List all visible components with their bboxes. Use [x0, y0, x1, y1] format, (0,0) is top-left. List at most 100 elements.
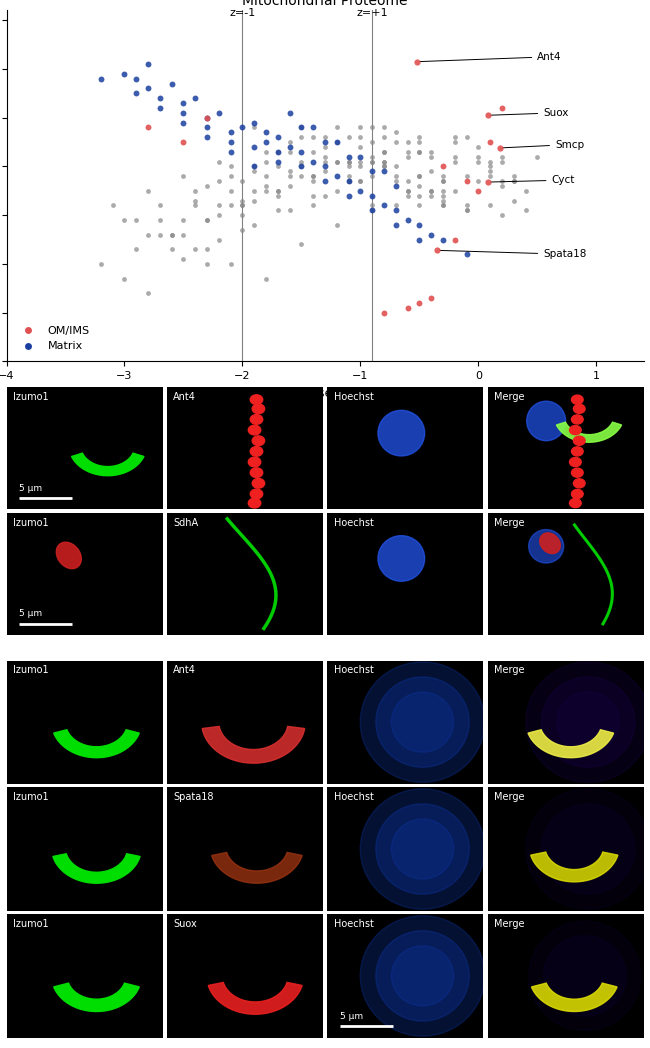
Point	[261, 182, 271, 199]
Point	[485, 168, 495, 184]
Point	[202, 129, 213, 146]
Circle shape	[571, 446, 583, 456]
Ellipse shape	[391, 818, 454, 879]
Text: Spata18: Spata18	[173, 792, 214, 803]
Point	[226, 124, 236, 140]
Polygon shape	[530, 852, 618, 881]
Ellipse shape	[378, 411, 424, 456]
Point	[202, 119, 213, 136]
Point	[96, 256, 106, 272]
Point	[391, 217, 401, 234]
Point	[391, 202, 401, 219]
Point	[131, 212, 142, 228]
Point	[237, 173, 248, 190]
Point	[226, 134, 236, 151]
Point	[497, 153, 507, 170]
Point	[426, 163, 436, 180]
Point	[379, 163, 389, 180]
Circle shape	[569, 499, 581, 507]
Point	[482, 107, 493, 124]
Point	[414, 168, 424, 184]
Point	[391, 173, 401, 190]
Point	[155, 226, 165, 243]
Point	[367, 119, 378, 136]
Point	[131, 70, 142, 87]
Point	[332, 168, 342, 184]
Point	[367, 197, 378, 214]
Point	[308, 173, 318, 190]
Point	[320, 188, 330, 204]
Polygon shape	[72, 453, 144, 476]
Polygon shape	[53, 854, 140, 883]
Point	[178, 168, 188, 184]
Text: Ant4: Ant4	[420, 51, 562, 62]
Point	[249, 163, 259, 180]
Text: Suox: Suox	[491, 108, 569, 117]
Point	[155, 197, 165, 214]
Point	[131, 241, 142, 258]
Point	[402, 144, 413, 160]
Point	[497, 100, 507, 116]
Text: Spata18: Spata18	[440, 249, 586, 259]
Point	[414, 294, 424, 311]
Ellipse shape	[526, 401, 566, 441]
Point	[178, 134, 188, 151]
Point	[166, 75, 177, 92]
Point	[272, 144, 283, 160]
Point	[320, 149, 330, 166]
Point	[296, 129, 307, 146]
Point	[190, 90, 200, 107]
Point	[202, 177, 213, 194]
Point	[237, 221, 248, 238]
Point	[214, 206, 224, 223]
Point	[355, 138, 365, 155]
Point	[285, 134, 295, 151]
Point	[226, 197, 236, 214]
Point	[285, 163, 295, 180]
Text: Merge: Merge	[494, 919, 525, 930]
Point	[379, 144, 389, 160]
Point	[343, 158, 354, 175]
Point	[214, 197, 224, 214]
Text: Merge: Merge	[494, 392, 525, 402]
Point	[285, 138, 295, 155]
Point	[178, 114, 188, 131]
Point	[320, 129, 330, 146]
Point	[414, 168, 424, 184]
Point	[272, 158, 283, 175]
Polygon shape	[212, 852, 302, 883]
Point	[355, 153, 365, 170]
Point	[473, 173, 484, 190]
Point	[437, 192, 448, 209]
Point	[202, 212, 213, 228]
Point	[143, 119, 153, 136]
Point	[402, 300, 413, 316]
Point	[521, 202, 531, 219]
Point	[107, 197, 118, 214]
X-axis label: log2 (condensed / orthodox): log2 (condensed / orthodox)	[237, 387, 413, 399]
Point	[414, 232, 424, 248]
Polygon shape	[54, 983, 139, 1011]
Point	[367, 153, 378, 170]
Point	[320, 158, 330, 175]
Point	[391, 158, 401, 175]
Point	[343, 173, 354, 190]
Point	[320, 138, 330, 155]
Point	[485, 153, 495, 170]
Point	[249, 158, 259, 175]
Text: Ant4: Ant4	[173, 392, 196, 402]
Point	[249, 217, 259, 234]
Point	[272, 129, 283, 146]
Point	[308, 153, 318, 170]
Point	[391, 124, 401, 140]
Point	[308, 168, 318, 184]
Text: Hoechst: Hoechst	[333, 665, 374, 675]
Point	[308, 129, 318, 146]
Text: SdhA: SdhA	[173, 518, 198, 528]
Point	[391, 168, 401, 184]
Point	[272, 202, 283, 219]
Point	[497, 177, 507, 194]
Point	[437, 158, 448, 175]
Point	[412, 53, 423, 70]
Text: Hoechst: Hoechst	[333, 392, 374, 402]
